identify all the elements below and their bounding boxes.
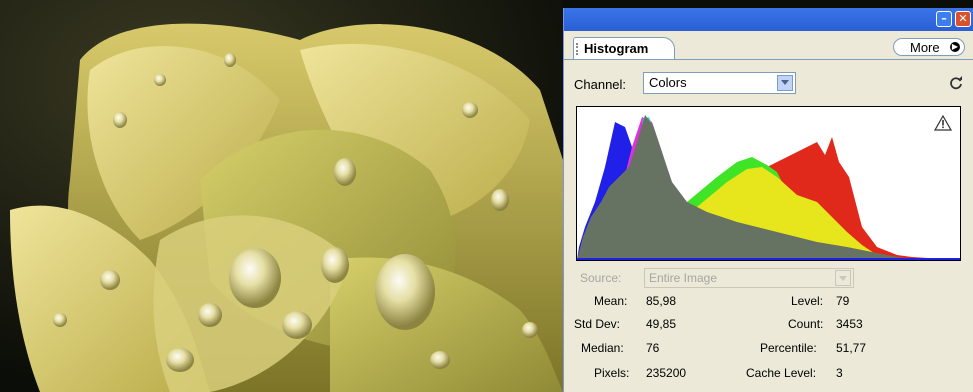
count-label: Count: bbox=[788, 317, 824, 331]
refresh-icon[interactable] bbox=[949, 76, 963, 90]
dropdown-arrow-icon[interactable] bbox=[777, 75, 793, 91]
stddev-value: 49,85 bbox=[646, 317, 677, 331]
level-value: 79 bbox=[836, 294, 850, 308]
pixels-label: Pixels: bbox=[594, 366, 630, 380]
histogram-graph bbox=[576, 106, 961, 261]
percentile-label: Percentile: bbox=[760, 341, 817, 355]
tab-row: Histogram More ▶ bbox=[564, 31, 973, 69]
median-value: 76 bbox=[646, 341, 660, 355]
source-select[interactable]: Entire Image bbox=[644, 268, 854, 288]
channel-select[interactable]: Colors bbox=[643, 72, 796, 94]
mean-label: Mean: bbox=[594, 294, 628, 308]
stddev-label: Std Dev: bbox=[574, 317, 621, 331]
tab-histogram[interactable]: Histogram bbox=[573, 37, 676, 60]
percentile-value: 51,77 bbox=[836, 341, 867, 355]
more-button[interactable]: More ▶ bbox=[893, 38, 965, 56]
dropdown-arrow-icon[interactable] bbox=[835, 270, 851, 286]
pixels-value: 235200 bbox=[646, 366, 687, 380]
source-value: Entire Image bbox=[649, 271, 718, 285]
tab-divider bbox=[564, 59, 973, 60]
channel-label: Channel: bbox=[574, 77, 627, 92]
level-label: Level: bbox=[791, 294, 824, 308]
source-label: Source: bbox=[580, 271, 622, 285]
more-arrow-icon: ▶ bbox=[950, 42, 960, 52]
count-value: 3453 bbox=[836, 317, 863, 331]
grip-icon[interactable] bbox=[576, 43, 582, 55]
cache-level-value: 3 bbox=[836, 366, 843, 380]
histogram-panel: – ✕ Histogram More ▶ Channel: Colors Sou… bbox=[563, 8, 973, 392]
warning-icon[interactable] bbox=[934, 115, 952, 131]
histogram-plot bbox=[577, 115, 960, 260]
histogram-luminosity bbox=[577, 115, 912, 260]
more-button-label: More bbox=[910, 40, 940, 55]
channel-value: Colors bbox=[649, 75, 687, 90]
palette-titlebar[interactable]: – ✕ bbox=[564, 8, 973, 31]
median-label: Median: bbox=[581, 341, 624, 355]
tab-histogram-label: Histogram bbox=[584, 41, 649, 56]
close-icon[interactable]: ✕ bbox=[955, 11, 971, 27]
rose-photo bbox=[0, 0, 563, 392]
mean-value: 85,98 bbox=[646, 294, 677, 308]
cache-level-label: Cache Level: bbox=[746, 366, 817, 380]
minimize-icon[interactable]: – bbox=[936, 11, 952, 27]
